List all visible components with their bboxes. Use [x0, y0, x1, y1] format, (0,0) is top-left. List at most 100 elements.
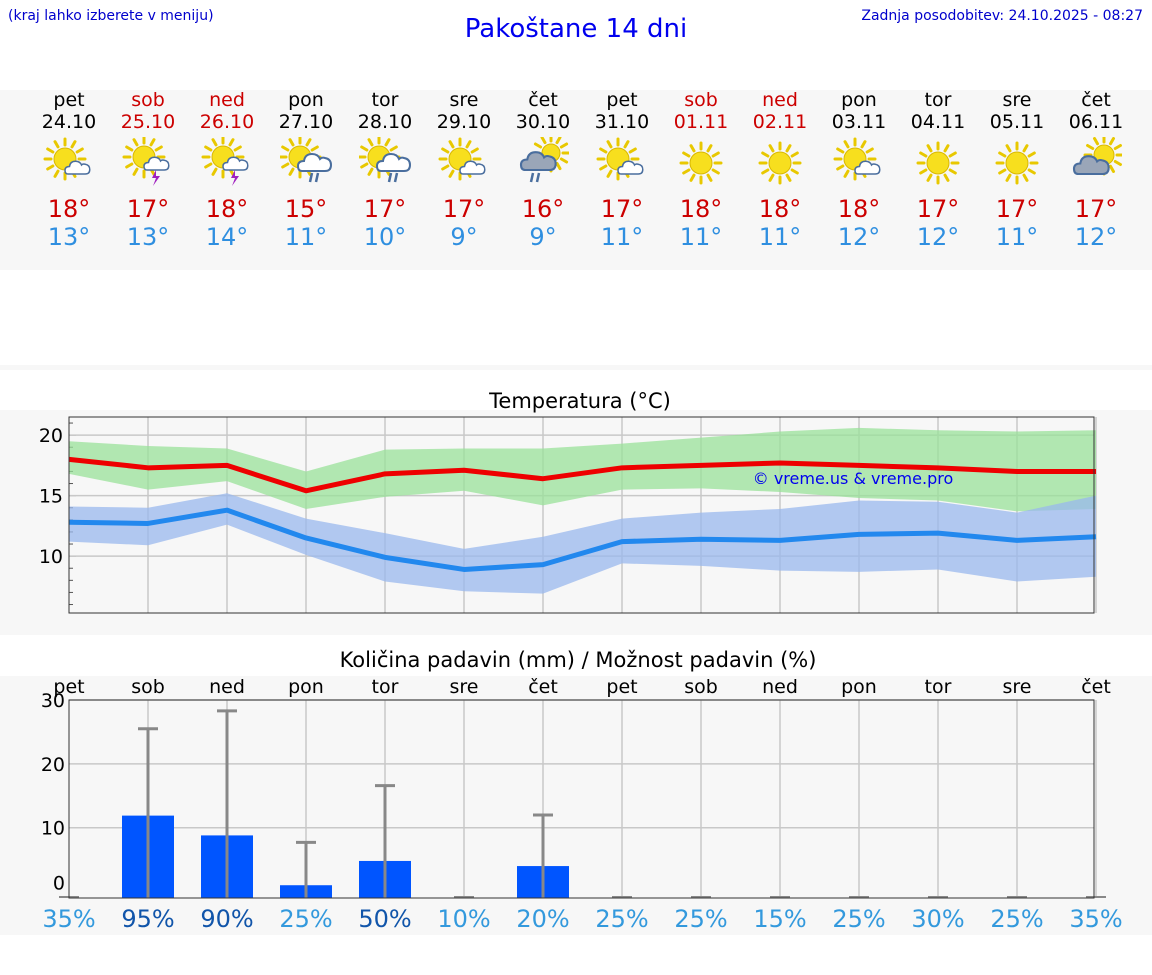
- min-temperature: 11°: [679, 223, 723, 251]
- max-temperature: 18°: [205, 195, 249, 223]
- day-column: sre 29.10 17° 9°: [429, 89, 499, 251]
- day-date: 04.11: [910, 111, 966, 133]
- day-name: sre: [449, 89, 479, 111]
- sun-cloud-icon: [833, 137, 881, 181]
- day-name: pon: [288, 89, 324, 111]
- precipitation-probability: 50%: [358, 905, 411, 933]
- category-label: pet: [606, 676, 637, 698]
- temperature-series-line: [68, 507, 1097, 572]
- precipitation-probability: 15%: [753, 905, 806, 933]
- temperature-series-line: [68, 456, 1096, 494]
- max-temperature: 18°: [47, 195, 91, 223]
- min-temperature: 11°: [758, 223, 802, 251]
- day-name: pet: [53, 89, 85, 111]
- day-date: 01.11: [673, 111, 729, 133]
- precipitation-probability: 25%: [595, 905, 648, 933]
- category-label: sre: [1003, 676, 1032, 698]
- day-date: 25.10: [120, 111, 176, 133]
- y-tick-label: 10: [41, 818, 65, 840]
- category-label: ned: [209, 676, 245, 698]
- day-name: sob: [684, 89, 718, 111]
- range-band: [69, 427, 1096, 512]
- precipitation-probability: 35%: [1069, 905, 1122, 933]
- y-tick-label: 20: [39, 425, 63, 447]
- day-name: čet: [528, 89, 558, 111]
- category-label: pon: [288, 676, 324, 698]
- max-temperature: 17°: [916, 195, 960, 223]
- category-label: čet: [1081, 676, 1111, 698]
- day-name: tor: [371, 89, 399, 111]
- day-date: 05.11: [989, 111, 1045, 133]
- location-hint: (kraj lahko izberete v meniju): [8, 8, 214, 24]
- day-column: pet 31.10 17° 11°: [587, 89, 657, 251]
- y-tick-label: 20: [41, 754, 65, 776]
- error-bar: [138, 727, 158, 898]
- day-column: pet 24.10 18° 13°: [34, 89, 104, 251]
- sun-cloud-icon: [43, 137, 91, 181]
- day-name: čet: [1081, 89, 1111, 111]
- y-tick-label: 10: [39, 546, 63, 568]
- precipitation-probability: 30%: [911, 905, 964, 933]
- min-temperature: 12°: [837, 223, 881, 251]
- y-tick-label: 0: [53, 873, 65, 895]
- y-tick-label: 30: [41, 690, 65, 712]
- error-bar: [533, 813, 553, 898]
- category-label: sre: [450, 676, 479, 698]
- day-date: 28.10: [357, 111, 413, 133]
- sun-icon: [916, 141, 960, 185]
- day-column: ned 02.11 18° 11°: [745, 89, 815, 251]
- max-temperature: 18°: [758, 195, 802, 223]
- day-column: sre 05.11 17° 11°: [982, 89, 1052, 251]
- precipitation-probability: 35%: [42, 905, 95, 933]
- last-updated: Zadnja posodobitev: 24.10.2025 - 08:27: [861, 8, 1143, 24]
- max-temperature: 18°: [679, 195, 723, 223]
- day-column: ned 26.10 18° 14°: [192, 89, 262, 251]
- separator-band: [0, 365, 1152, 370]
- precipitation-probability: 10%: [437, 905, 490, 933]
- max-temperature: 17°: [995, 195, 1039, 223]
- category-label: tor: [372, 676, 399, 698]
- precipitation-probability: 25%: [279, 905, 332, 933]
- day-name: pon: [841, 89, 877, 111]
- max-temperature: 17°: [126, 195, 170, 223]
- min-temperature: 14°: [205, 223, 249, 251]
- precipitation-probability: 25%: [990, 905, 1043, 933]
- category-label: pon: [841, 676, 877, 698]
- max-temperature: 15°: [284, 195, 328, 223]
- precipitation-probability: 20%: [516, 905, 569, 933]
- precipitation-chart: Količina padavin (mm) / Možnost padavin …: [41, 648, 1123, 933]
- sun-cloud-rain-icon: [359, 137, 411, 183]
- category-label: tor: [925, 676, 952, 698]
- range-band: [69, 493, 1096, 594]
- precipitation-probability: 90%: [200, 905, 253, 933]
- sun-icon: [679, 141, 723, 185]
- day-name: pet: [606, 89, 638, 111]
- category-label: sob: [684, 676, 718, 698]
- sun-thunder-icon: [201, 137, 249, 186]
- day-date: 27.10: [278, 111, 334, 133]
- sun-cloud-rain-icon: [280, 137, 332, 183]
- min-temperature: 13°: [47, 223, 91, 251]
- day-name: sre: [1002, 89, 1032, 111]
- cloud-sun-icon: [1072, 137, 1122, 176]
- category-label: sob: [131, 676, 165, 698]
- sun-cloud-icon: [596, 137, 644, 181]
- temperature-chart: Temperatura (°C) 10 15 20 © vreme.us & vreme…: [39, 389, 1097, 614]
- day-name: ned: [762, 89, 798, 111]
- day-date: 24.10: [41, 111, 97, 133]
- plot-frame: [68, 699, 1095, 899]
- category-label: ned: [762, 676, 798, 698]
- y-tick-label: 15: [39, 486, 63, 508]
- day-name: sob: [131, 89, 165, 111]
- max-temperature: 17°: [1074, 195, 1118, 223]
- error-bar: [375, 784, 395, 898]
- max-temperature: 17°: [363, 195, 407, 223]
- temperature-chart-title: Temperatura (°C): [488, 389, 671, 413]
- sun-icon: [995, 141, 1039, 185]
- day-date: 31.10: [594, 111, 650, 133]
- day-column: tor 28.10 17° 10°: [350, 89, 420, 251]
- precipitation-probability: 25%: [674, 905, 727, 933]
- category-label: pet: [53, 676, 84, 698]
- day-column: sob 25.10 17° 13°: [113, 89, 183, 251]
- day-column: pon 03.11 18° 12°: [824, 89, 894, 251]
